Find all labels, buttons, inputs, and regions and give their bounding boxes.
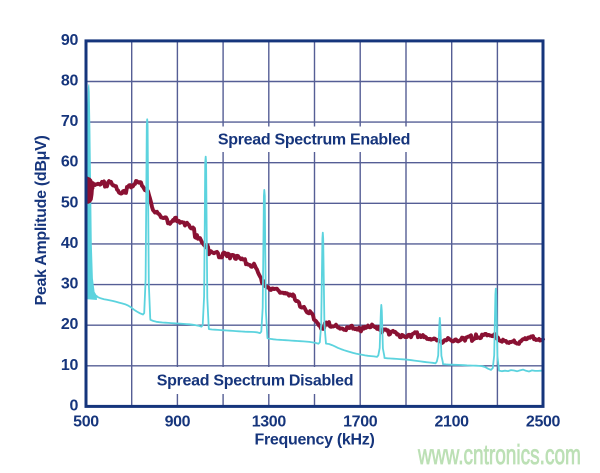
svg-text:2100: 2100 [434, 414, 469, 431]
svg-text:40: 40 [61, 235, 79, 252]
svg-text:500: 500 [73, 414, 99, 431]
svg-text:80: 80 [61, 73, 79, 90]
svg-text:50: 50 [61, 194, 79, 211]
svg-text:Spread Spectrum Disabled: Spread Spectrum Disabled [157, 373, 353, 390]
svg-text:30: 30 [61, 276, 79, 293]
svg-text:2500: 2500 [526, 414, 561, 431]
svg-text:10: 10 [61, 357, 79, 374]
svg-text:Peak Amplitude (dBμV): Peak Amplitude (dBμV) [33, 135, 50, 305]
svg-text:90: 90 [61, 32, 79, 49]
svg-text:60: 60 [61, 154, 79, 171]
svg-text:1300: 1300 [252, 414, 287, 431]
svg-text:20: 20 [61, 316, 79, 333]
svg-text:1700: 1700 [343, 414, 378, 431]
svg-text:70: 70 [61, 113, 79, 130]
svg-text:Spread Spectrum Enabled: Spread Spectrum Enabled [218, 132, 410, 149]
svg-text:Frequency (kHz): Frequency (kHz) [255, 432, 375, 449]
svg-text:900: 900 [165, 414, 191, 431]
svg-text:0: 0 [69, 397, 78, 414]
svg-text:www.cntronics.com: www.cntronics.com [417, 439, 581, 471]
